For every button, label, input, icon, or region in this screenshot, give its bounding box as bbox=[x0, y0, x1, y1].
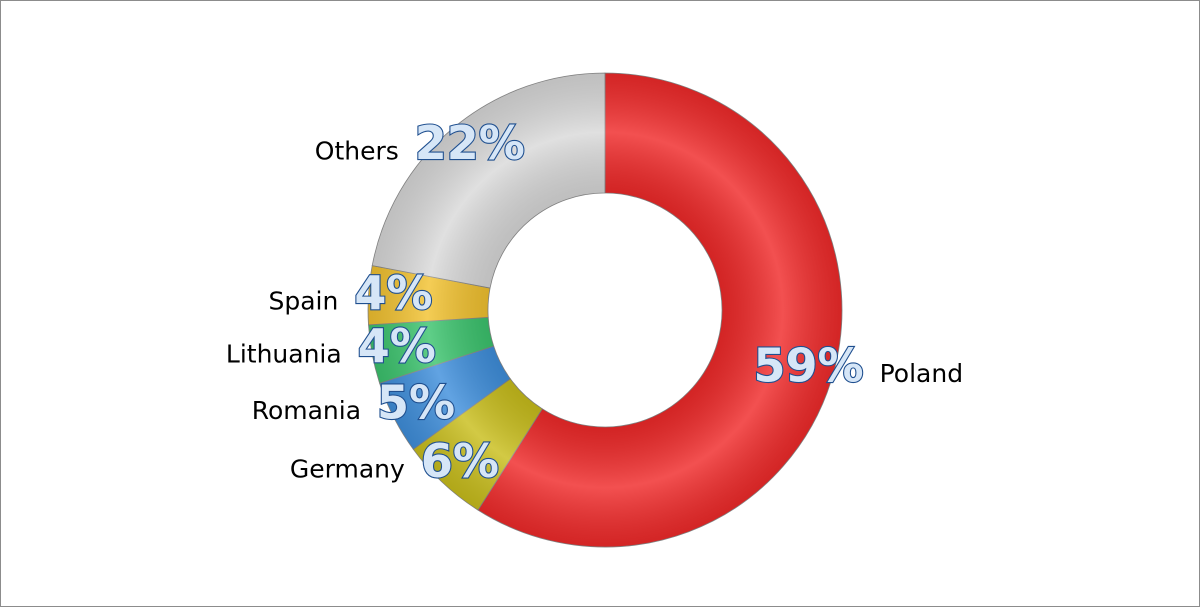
value-label: 4% bbox=[354, 266, 432, 320]
value-label: 22% bbox=[415, 116, 525, 170]
category-label: Others bbox=[315, 137, 399, 166]
category-label: Romania bbox=[252, 396, 361, 425]
value-label: 6% bbox=[421, 434, 499, 488]
value-label: 5% bbox=[377, 376, 455, 430]
category-label: Poland bbox=[880, 359, 963, 388]
value-label: 59% bbox=[754, 339, 864, 393]
value-label: 4% bbox=[358, 319, 436, 373]
category-label: Lithuania bbox=[226, 340, 342, 369]
category-label: Spain bbox=[269, 287, 339, 316]
category-label: Germany bbox=[290, 455, 405, 484]
